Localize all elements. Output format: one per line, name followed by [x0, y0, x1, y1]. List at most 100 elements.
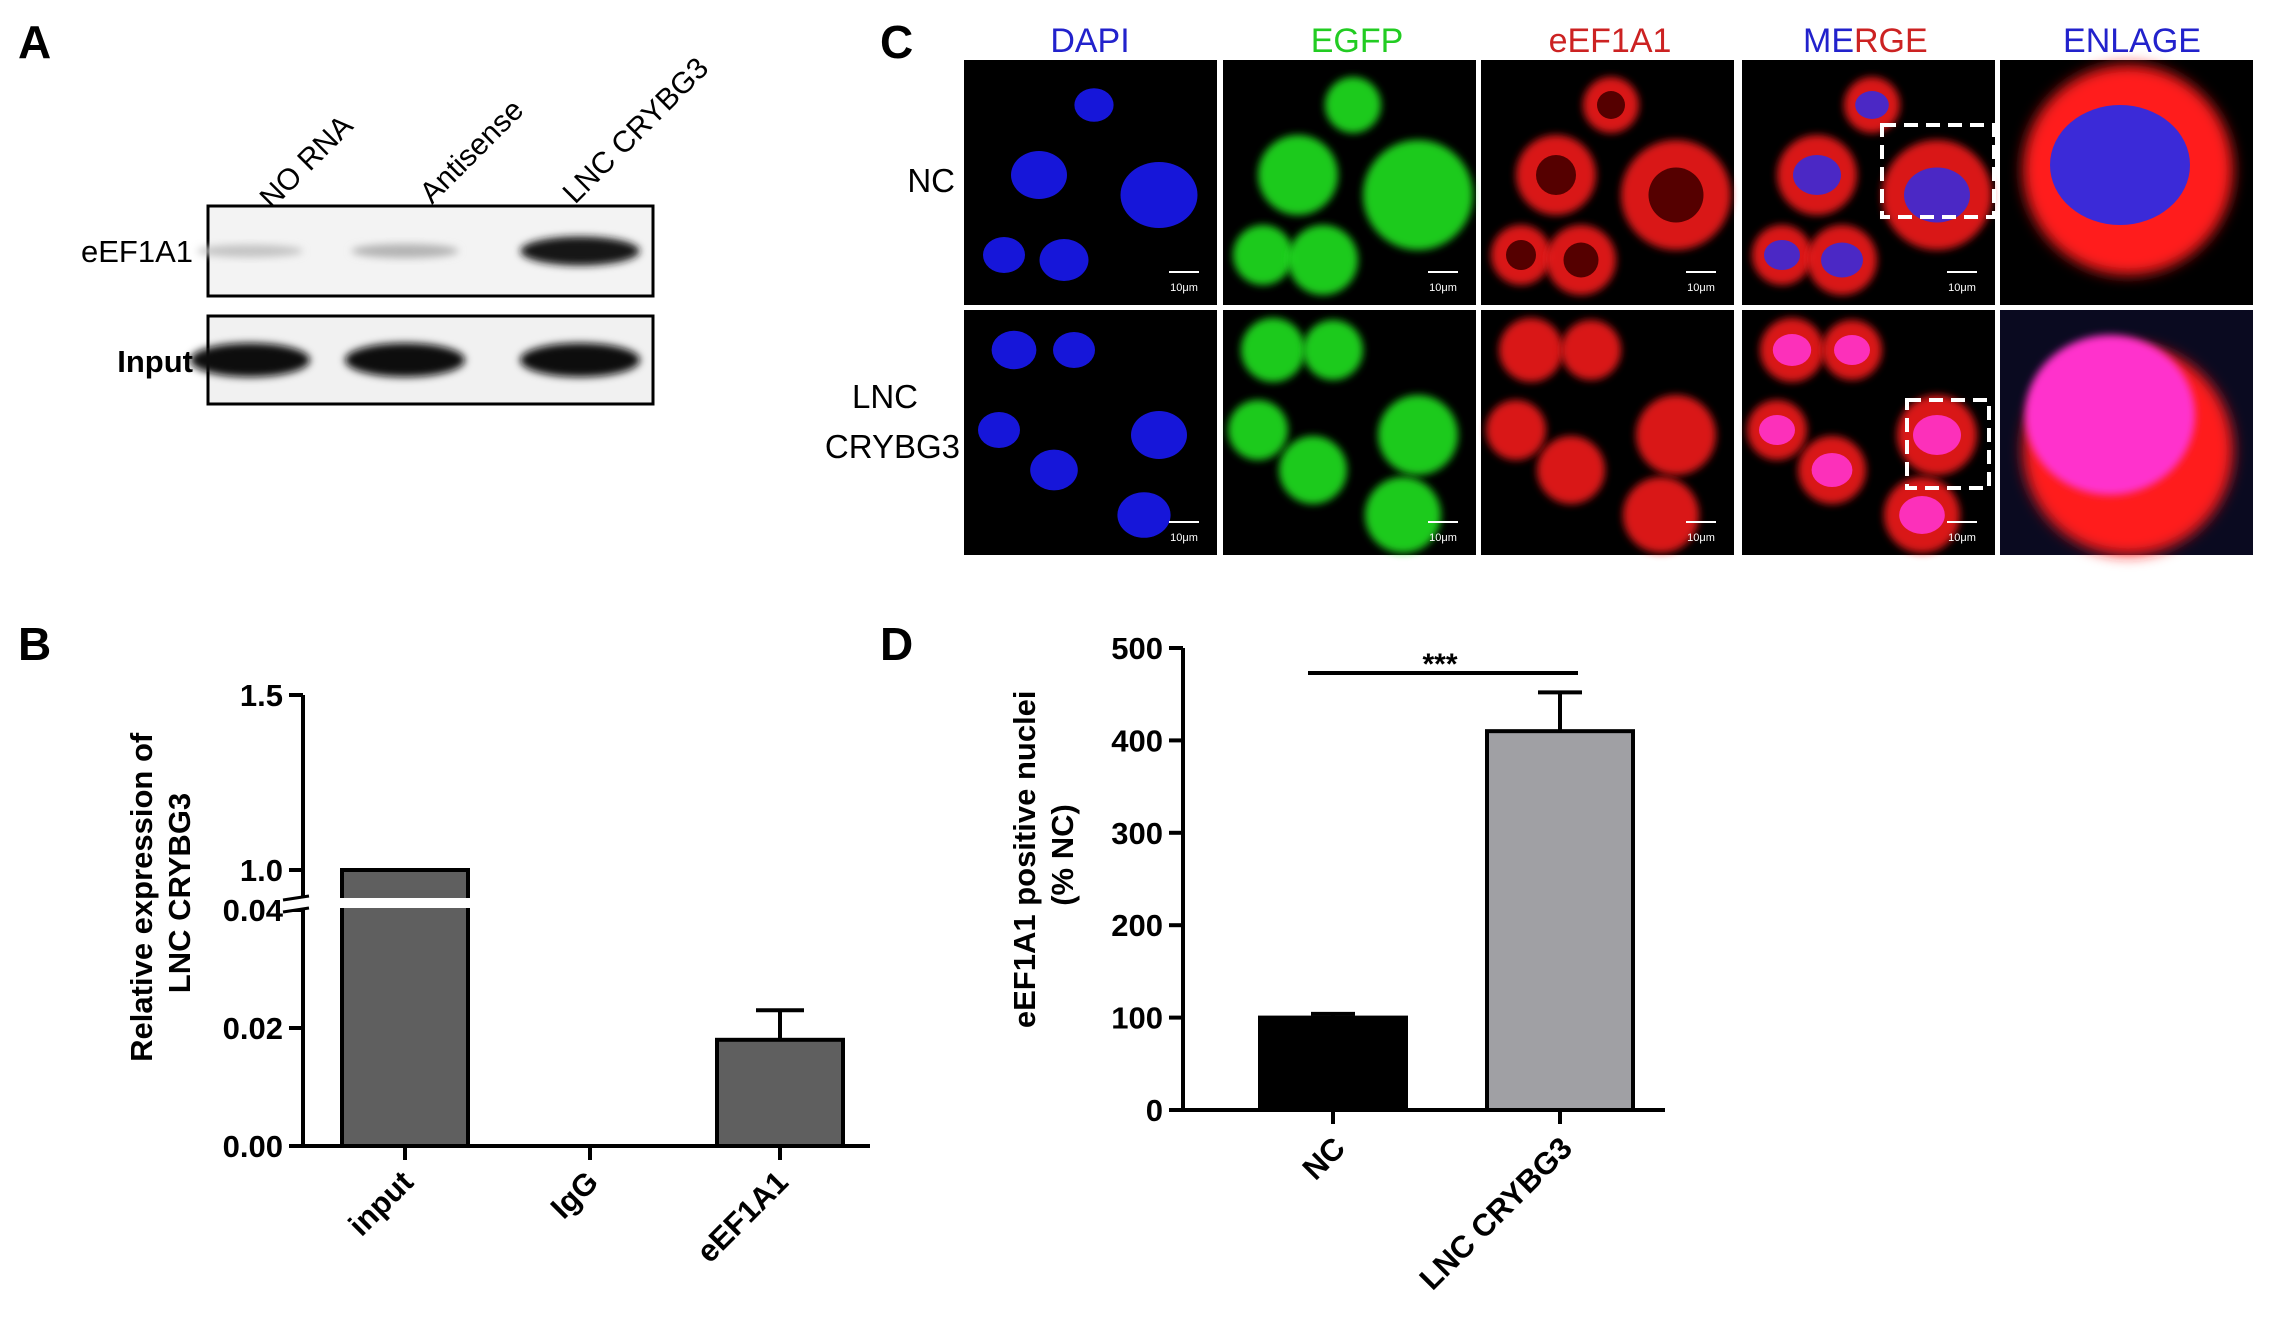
nucleus — [1053, 332, 1095, 368]
chart-b-bar-eEF1A1 — [715, 1037, 845, 1149]
chart-d-y-tick-label: 400 — [1111, 723, 1163, 758]
chart-d-x-tick-label: NC — [1296, 1130, 1352, 1186]
eef1a1-cell — [1537, 436, 1605, 504]
panel-b: B Relative expression of LNC CRYBG3 0.00… — [18, 618, 870, 1269]
merge-nucleus — [1759, 415, 1795, 445]
egfp-cell — [1233, 225, 1293, 285]
nucleus-dark — [1506, 240, 1536, 270]
chart-b-y-tick-label: 1.0 — [240, 853, 283, 888]
merge-nucleus — [1811, 453, 1853, 487]
scale-bar-label: 10μm — [1429, 282, 1457, 294]
band-eef1a1 — [351, 244, 459, 258]
nucleus — [983, 237, 1025, 273]
column-label-eef1a1: eEF1A1 — [1549, 22, 1672, 60]
nucleus — [991, 330, 1037, 370]
column-label-enlage: ENLAGE — [2063, 22, 2201, 60]
egfp-cell — [1279, 436, 1347, 504]
lane-label-1: NO RNA — [254, 109, 360, 215]
nucleus — [1039, 239, 1089, 281]
chart-b-ylabel-line2: LNC CRYBG3 — [162, 793, 197, 993]
chart-b-break-mark — [282, 894, 310, 902]
egfp-cell — [1228, 400, 1288, 460]
nucleus-dark — [1597, 91, 1625, 119]
row-label-lnc: LNC — [852, 378, 918, 415]
chart-b-x-tick-label: input — [342, 1164, 420, 1242]
eef1a1-cell — [1623, 477, 1699, 553]
merge-label-blue: ME — [1803, 22, 1854, 60]
scale-bar-label: 10μm — [1170, 282, 1198, 294]
nucleus — [1030, 449, 1078, 491]
nucleus-dark — [1648, 167, 1704, 223]
merge-nucleus — [1772, 334, 1812, 366]
chart-b-y-tick-label: 0.00 — [223, 1129, 283, 1164]
chart-b: 0.00 0.02 0.04 1.0 1.5 input IgG eEF1A1 — [223, 678, 870, 1269]
chart-b-x-tick-label: eEF1A1 — [690, 1164, 795, 1269]
band-eef1a1 — [520, 236, 640, 266]
nucleus — [978, 412, 1020, 448]
chart-d-y-tick-label: 100 — [1111, 1001, 1163, 1036]
panel-d: D eEF1A1 positive nuclei (% NC) 0 100 200 3… — [880, 618, 1665, 1297]
column-label-merge: MERGE — [1803, 22, 1928, 60]
nucleus — [1117, 492, 1171, 538]
egfp-cell — [1363, 140, 1473, 250]
chart-d-bar-1 — [1485, 729, 1635, 1112]
scale-bar-label: 10μm — [1948, 532, 1976, 544]
merge-nucleus — [1904, 167, 1970, 223]
band-input — [345, 343, 465, 377]
panel-d-letter: D — [880, 618, 913, 670]
egfp-cell — [1258, 135, 1338, 215]
merge-nucleus — [1834, 335, 1870, 365]
chart-d-ylabel: eEF1A1 positive nuclei (% NC) — [1007, 682, 1080, 1028]
panel-c: C DAPI EGFP eEF1A1 MERGE ENLAGE NC LNC C… — [825, 16, 2253, 555]
chart-b-bar-input — [340, 868, 470, 1148]
blot-bands — [190, 236, 640, 377]
band-eef1a1 — [197, 244, 303, 258]
column-label-egfp: EGFP — [1311, 22, 1404, 60]
chart-d-y-tick-label: 500 — [1111, 631, 1163, 666]
panel-a-letter: A — [18, 16, 51, 68]
merge-nucleus — [1764, 240, 1800, 270]
enlarged-nucleus — [2050, 105, 2190, 225]
egfp-cell — [1288, 225, 1358, 295]
highlight-box — [1880, 123, 1996, 219]
eef1a1-cell — [1561, 320, 1621, 380]
scale-bar-label: 10μm — [1170, 532, 1198, 544]
egfp-cell — [1241, 318, 1305, 382]
chart-d-bar-0 — [1258, 1015, 1408, 1112]
chart-d-significance-label: *** — [1422, 648, 1457, 681]
scale-bar-label: 10μm — [1948, 282, 1976, 294]
panel-b-letter: B — [18, 618, 51, 670]
eef1a1-cell — [1499, 318, 1563, 382]
chart-b-bar-break — [339, 898, 471, 908]
nucleus — [1120, 162, 1198, 228]
merge-nucleus — [1899, 496, 1945, 534]
row-label-crybg3: CRYBG3 — [825, 428, 960, 465]
egfp-cell — [1303, 320, 1363, 380]
row-label-nc: NC — [907, 162, 955, 199]
nucleus — [1131, 411, 1187, 459]
panel-a: A NO RNA Antisense LNC CRYBG3 eEF1A1 Inp… — [18, 16, 716, 406]
chart-d-x-tick-label: LNC CRYBG3 — [1413, 1130, 1579, 1296]
micrograph-grid: 10μm 10μm 10μm 10μm 10μm 10μm 10μm 10μm — [964, 60, 2253, 555]
chart-b-y-tick-label: 0.02 — [223, 1011, 283, 1046]
lane-label-2: Antisense — [414, 93, 530, 209]
eef1a1-cell — [1636, 395, 1716, 475]
scale-bar-label: 10μm — [1429, 532, 1457, 544]
nucleus-dark — [1536, 155, 1576, 195]
chart-d-y-tick-label: 0 — [1146, 1093, 1163, 1128]
band-input — [190, 343, 310, 377]
nucleus — [1074, 88, 1114, 122]
scale-bar-label: 10μm — [1687, 532, 1715, 544]
merge-nucleus — [1793, 155, 1841, 195]
blot-row-label-eef1a1: eEF1A1 — [81, 234, 193, 269]
nucleus — [1011, 151, 1067, 199]
merge-nucleus — [1821, 242, 1863, 278]
chart-b-y-tick-label: 1.5 — [240, 678, 283, 713]
chart-d-y-tick-label: 200 — [1111, 908, 1163, 943]
lane-label-3: LNC CRYBG3 — [557, 51, 716, 210]
egfp-cell — [1325, 77, 1381, 133]
chart-d-ylabel-line2: (% NC) — [1045, 804, 1080, 906]
enlarged-nucleus — [2025, 335, 2195, 495]
chart-b-x-tick-label: IgG — [544, 1164, 605, 1225]
